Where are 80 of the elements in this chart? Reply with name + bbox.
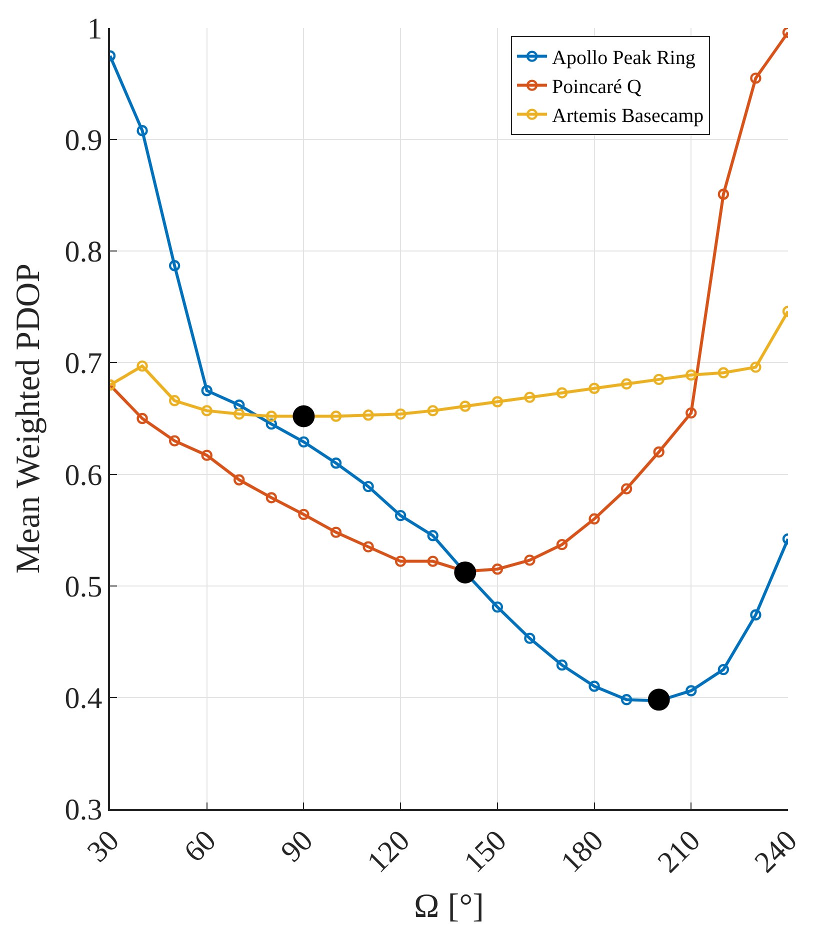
- point: [588, 680, 600, 692]
- x-tick-label: 90: [274, 824, 320, 869]
- point: [330, 458, 342, 469]
- x-axis-title: Ω [°]: [414, 888, 484, 925]
- point: [524, 632, 536, 644]
- point: [362, 480, 374, 492]
- point: [556, 659, 568, 671]
- point: [653, 374, 664, 386]
- point: [394, 556, 406, 567]
- y-tick-label: 0.8: [64, 236, 102, 269]
- point: [750, 72, 762, 84]
- point: [750, 362, 762, 373]
- point: [266, 492, 278, 504]
- legend-label: Artemis Basecamp: [552, 105, 704, 128]
- point: [168, 435, 180, 446]
- point: [298, 508, 310, 520]
- point: [362, 410, 374, 421]
- point: [201, 450, 212, 461]
- point: [718, 664, 730, 676]
- point: [620, 483, 632, 494]
- point: [460, 400, 471, 412]
- point: [201, 405, 212, 416]
- point: [330, 526, 342, 538]
- point: [653, 446, 664, 458]
- point: [266, 410, 278, 422]
- point: [556, 387, 568, 398]
- point: [588, 382, 600, 394]
- point: [620, 694, 632, 706]
- point: [362, 541, 374, 552]
- y-tick-label: 1: [87, 12, 102, 46]
- x-tick-label: 30: [81, 824, 126, 869]
- point: [686, 369, 697, 381]
- y-tick-label: 0.4: [64, 682, 102, 715]
- point: [266, 418, 278, 430]
- point: [492, 601, 504, 613]
- point: [201, 385, 212, 396]
- point: [427, 556, 438, 567]
- legend-label: Poincaré Q: [552, 76, 642, 98]
- point: [556, 538, 568, 550]
- point: [686, 407, 697, 419]
- point: [750, 609, 762, 620]
- x-tick-label: 210: [652, 824, 707, 880]
- x-tick-label: 120: [360, 824, 416, 880]
- point: [648, 688, 670, 711]
- point: [136, 360, 148, 372]
- x-tick-label: 240: [748, 824, 804, 880]
- y-tick-label: 0.3: [64, 794, 102, 826]
- point: [454, 561, 476, 584]
- point: [168, 260, 180, 272]
- point: [298, 436, 310, 448]
- legend-label: Apollo Peak Ring: [552, 47, 696, 70]
- point: [620, 378, 632, 390]
- x-tick-label: 150: [458, 824, 513, 880]
- point: [234, 474, 245, 486]
- point: [168, 395, 180, 406]
- point: [492, 396, 504, 408]
- point: [330, 410, 342, 422]
- point: [394, 408, 406, 420]
- point: [686, 685, 697, 696]
- x-tick-label: 180: [554, 824, 610, 880]
- point: [136, 412, 148, 424]
- point: [588, 513, 600, 525]
- point: [718, 367, 730, 378]
- point: [492, 564, 504, 575]
- point: [718, 188, 730, 200]
- point: [427, 405, 438, 416]
- point: [427, 530, 438, 542]
- point: [234, 408, 245, 420]
- y-tick-label: 0.5: [64, 570, 102, 604]
- point: [524, 392, 536, 403]
- y-tick-label: 0.6: [64, 458, 102, 492]
- point: [292, 405, 315, 428]
- y-axis-title: Mean Weighted PDOP: [10, 263, 47, 574]
- y-tick-label: 0.7: [64, 347, 102, 380]
- point: [394, 510, 406, 522]
- x-tick-label: 60: [178, 824, 222, 869]
- point: [136, 125, 148, 136]
- point: [524, 554, 536, 566]
- point: [234, 400, 245, 411]
- y-tick-label: 0.9: [64, 124, 102, 158]
